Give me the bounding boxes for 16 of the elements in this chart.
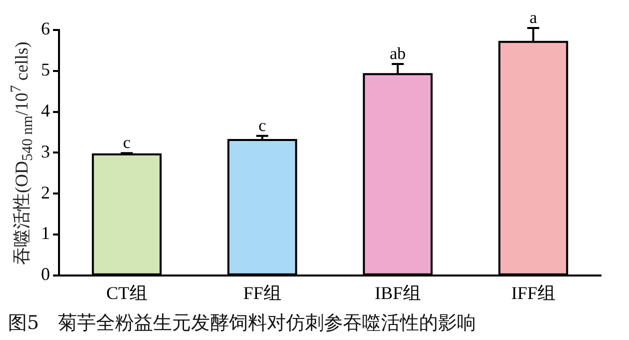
x-tick-label: IFF组 xyxy=(511,282,556,303)
y-tick-label: 0 xyxy=(41,264,50,284)
text: 图5 菊芋全粉益生元发酵饲料对仿刺参吞噬活性的影响 xyxy=(8,311,478,336)
y-tick-label: 4 xyxy=(41,100,50,121)
annotation: a xyxy=(529,8,538,27)
y-tick-label: 2 xyxy=(41,182,50,202)
x-tick-label: FF组 xyxy=(243,282,282,303)
annotation: ab xyxy=(390,44,406,63)
x-tick-label: CT组 xyxy=(106,282,148,303)
y-tick-label: 5 xyxy=(41,60,50,80)
y-tick-label: 6 xyxy=(41,18,50,39)
x-tick-label: IBF组 xyxy=(374,282,421,303)
annotation: c xyxy=(258,116,266,135)
y-tick-label: 1 xyxy=(41,223,50,244)
annotation: c xyxy=(122,133,131,152)
y-tick-label: 3 xyxy=(41,141,50,162)
